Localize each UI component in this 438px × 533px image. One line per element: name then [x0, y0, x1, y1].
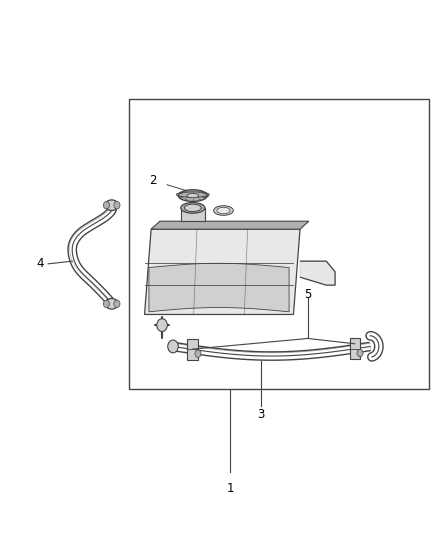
Ellipse shape: [181, 203, 205, 213]
Ellipse shape: [178, 190, 207, 201]
Polygon shape: [300, 261, 335, 285]
Bar: [181, 208, 205, 221]
Text: 4: 4: [36, 257, 44, 270]
Polygon shape: [149, 263, 289, 312]
Bar: [129, 99, 429, 389]
Ellipse shape: [184, 204, 201, 212]
Circle shape: [114, 201, 120, 209]
Text: 2: 2: [148, 174, 156, 187]
Circle shape: [103, 201, 110, 209]
Polygon shape: [145, 229, 300, 314]
Circle shape: [103, 300, 110, 308]
Ellipse shape: [187, 193, 199, 198]
Circle shape: [195, 350, 201, 358]
Circle shape: [168, 340, 178, 353]
Polygon shape: [151, 221, 309, 229]
Text: 1: 1: [226, 482, 234, 495]
Text: 3: 3: [257, 408, 264, 421]
Ellipse shape: [105, 200, 118, 211]
Text: 5: 5: [304, 288, 311, 301]
Ellipse shape: [105, 298, 118, 309]
Ellipse shape: [217, 207, 230, 214]
Circle shape: [114, 300, 120, 308]
Circle shape: [357, 349, 363, 357]
Ellipse shape: [214, 206, 233, 215]
Bar: [187, 339, 198, 360]
Bar: [350, 338, 360, 359]
Circle shape: [157, 319, 167, 332]
